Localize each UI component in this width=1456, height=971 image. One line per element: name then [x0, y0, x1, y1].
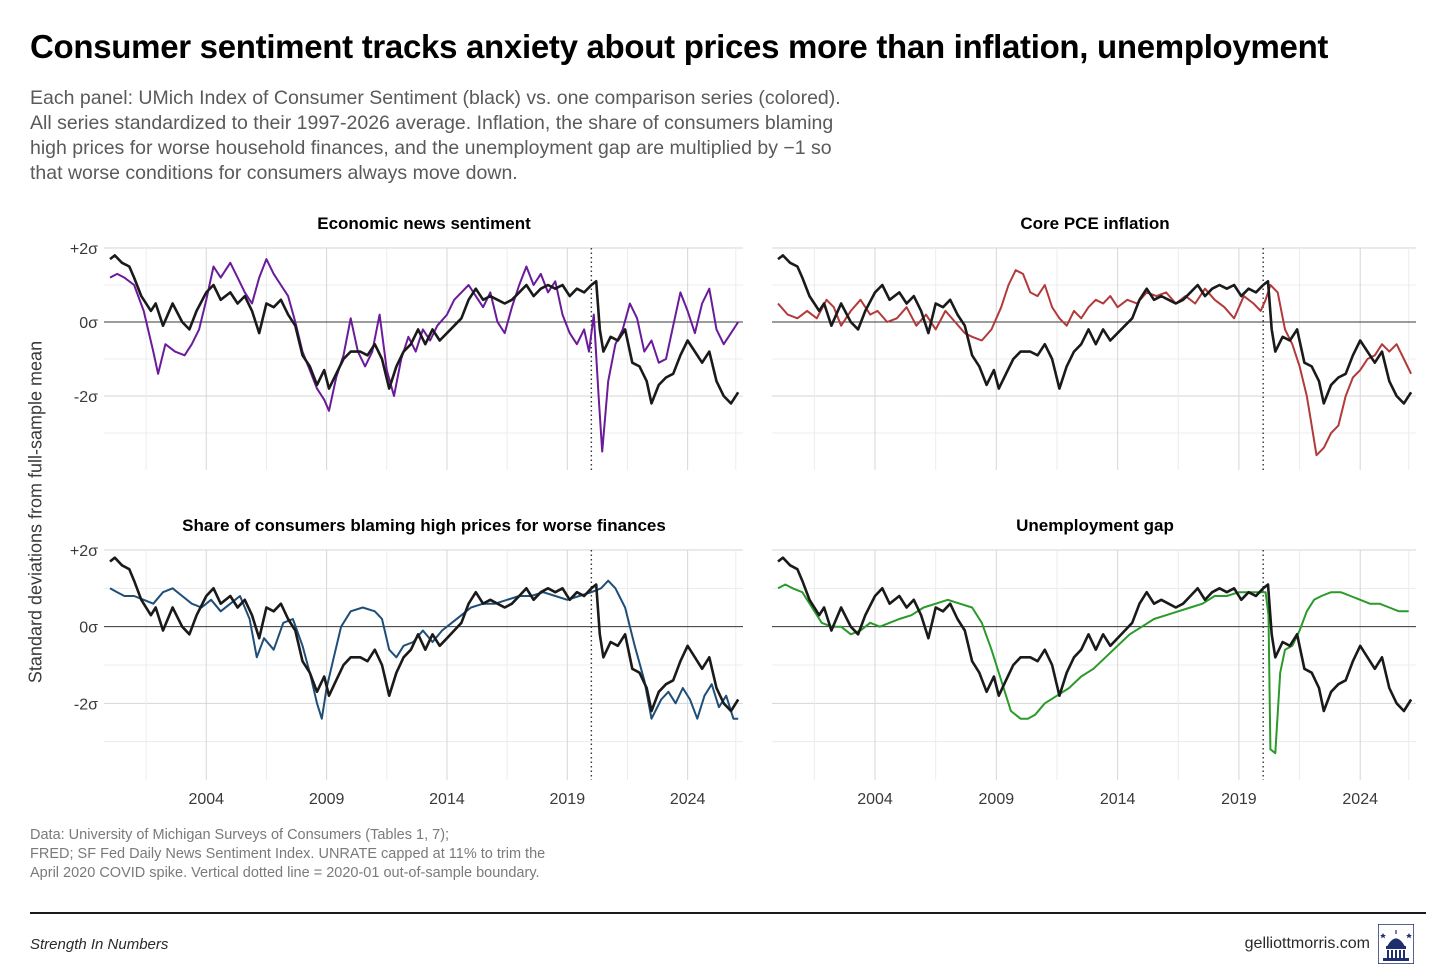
panel-title-unemployment: Unemployment gap: [1016, 516, 1174, 535]
x-tick-label: 2024: [1342, 791, 1378, 808]
sentiment-series-line: [109, 254, 740, 405]
website-link[interactable]: gelliottmorris.com: [1244, 935, 1370, 952]
x-tick-label: 2009: [979, 791, 1015, 808]
x-tick-label: 2014: [429, 791, 465, 808]
x-tick-label: 2009: [309, 791, 345, 808]
comparison-series-line: [109, 258, 740, 453]
caption-line: Data: University of Michigan Surveys of …: [30, 827, 450, 843]
subtitle-line: Each panel: UMich Index of Consumer Sent…: [30, 87, 841, 109]
y-tick-label: -2σ: [74, 696, 98, 713]
data-caption: Data: University of Michigan Surveys of …: [30, 826, 545, 883]
caption-line: FRED; SF Fed Daily News Sentiment Index.…: [30, 846, 546, 862]
subtitle-line: All series standardized to their 1997-20…: [30, 112, 834, 134]
panel-title-core-pce: Core PCE inflation: [1020, 214, 1170, 233]
x-tick-label: 2004: [857, 791, 893, 808]
chart-title: Consumer sentiment tracks anxiety about …: [30, 28, 1329, 65]
y-tick-label: 0σ: [79, 620, 98, 637]
caption-line: April 2020 COVID spike. Vertical dotted …: [30, 865, 540, 881]
publication-name: Strength In Numbers: [30, 936, 169, 953]
y-tick-label: -2σ: [74, 389, 98, 406]
x-tick-label: 2019: [550, 791, 586, 808]
panel-title-news: Economic news sentiment: [317, 214, 531, 233]
capitol-logo-icon: [1378, 924, 1414, 964]
y-tick-label: +2σ: [70, 543, 98, 560]
x-tick-label: 2024: [670, 791, 706, 808]
sentiment-series-line: [109, 556, 740, 713]
sentiment-series-line: [777, 254, 1413, 405]
y-tick-label: +2σ: [70, 241, 98, 258]
chart-subtitle: Each panel: UMich Index of Consumer Sent…: [30, 86, 1020, 186]
subtitle-line: high prices for worse household finances…: [30, 137, 832, 159]
footer-divider: [30, 912, 1426, 914]
y-tick-label: 0σ: [79, 315, 98, 332]
panel-title-high-prices: Share of consumers blaming high prices f…: [182, 516, 666, 535]
subtitle-line: that worse conditions for consumers alwa…: [30, 162, 518, 184]
comparison-series-line: [777, 269, 1412, 457]
x-tick-label: 2014: [1100, 791, 1136, 808]
x-tick-label: 2004: [188, 791, 224, 808]
x-tick-label: 2019: [1221, 791, 1257, 808]
sentiment-series-line: [777, 556, 1413, 713]
comparison-series-line: [777, 583, 1409, 755]
